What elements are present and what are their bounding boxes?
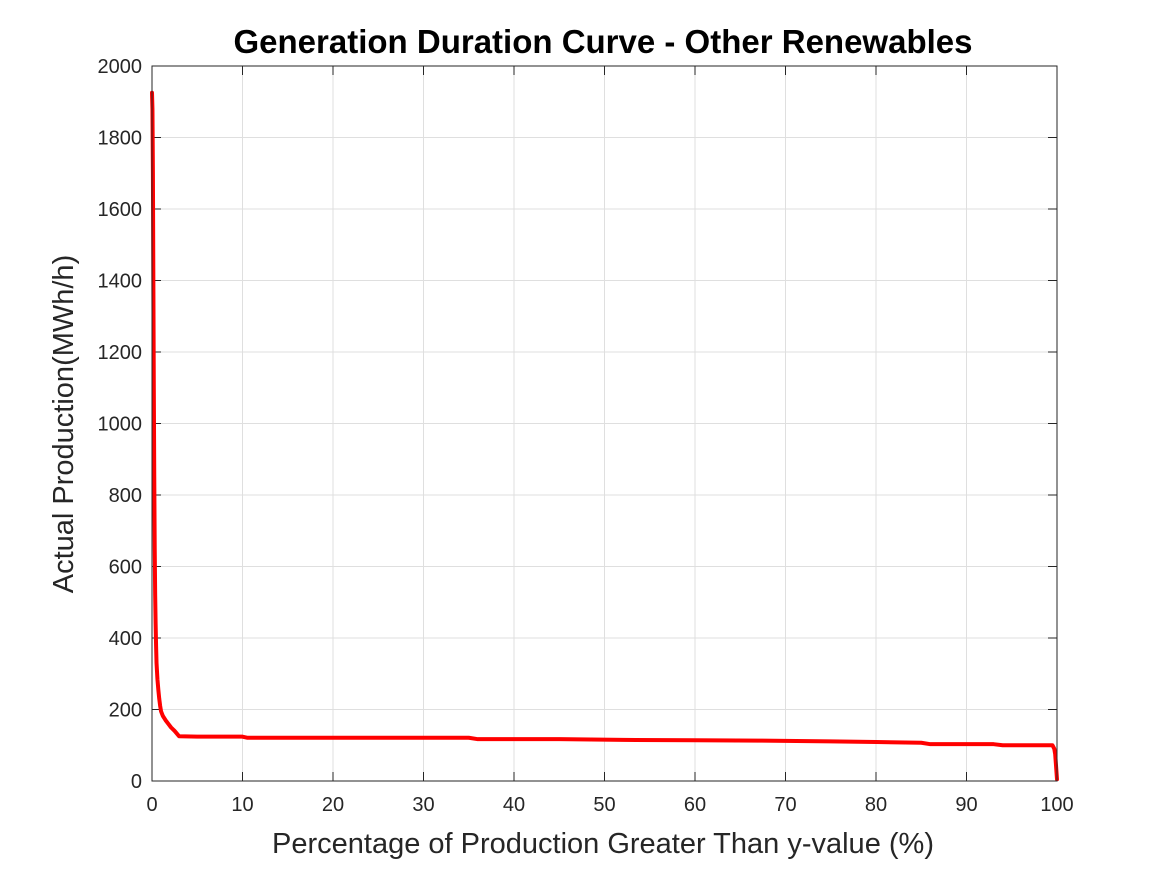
x-axis-label: Percentage of Production Greater Than y-… [272, 828, 934, 860]
y-tick-label: 0 [131, 771, 142, 793]
grid-lines [151, 65, 1058, 782]
y-tick-label: 1000 [98, 414, 143, 436]
x-tick-label: 90 [955, 794, 977, 816]
plot-frame [151, 65, 1058, 782]
y-tick-label: 800 [109, 485, 142, 507]
axis-ticks: 0 10 20 30 40 50 60 70 80 90 100020040060080010001… [98, 56, 1074, 816]
x-tick-label: 80 [865, 794, 887, 816]
x-tick-label: 50 [593, 794, 615, 816]
series-layer [150, 90, 1059, 782]
x-tick-label: 70 [774, 794, 796, 816]
chart-title: Generation Duration Curve - Other Renewa… [234, 23, 973, 60]
x-tick-label: 100 [1040, 794, 1073, 816]
series-line-0 [150, 90, 1059, 782]
y-axis-label: Actual Production(MWh/h) [48, 255, 80, 593]
x-tick-label: 10 [231, 794, 253, 816]
y-tick-label: 600 [109, 557, 142, 579]
x-tick-label: 30 [412, 794, 434, 816]
y-tick-label: 400 [109, 628, 142, 650]
x-tick-label: 60 [684, 794, 706, 816]
x-tick-label: 0 [146, 794, 157, 816]
y-tick-label: 1800 [98, 128, 143, 150]
y-tick-label: 2000 [98, 56, 143, 78]
y-tick-label: 1600 [98, 199, 143, 221]
y-tick-label: 1400 [98, 271, 143, 293]
x-tick-label: 40 [503, 794, 525, 816]
y-tick-label: 200 [109, 700, 142, 722]
y-tick-label: 1200 [98, 342, 143, 364]
x-tick-label: 20 [322, 794, 344, 816]
